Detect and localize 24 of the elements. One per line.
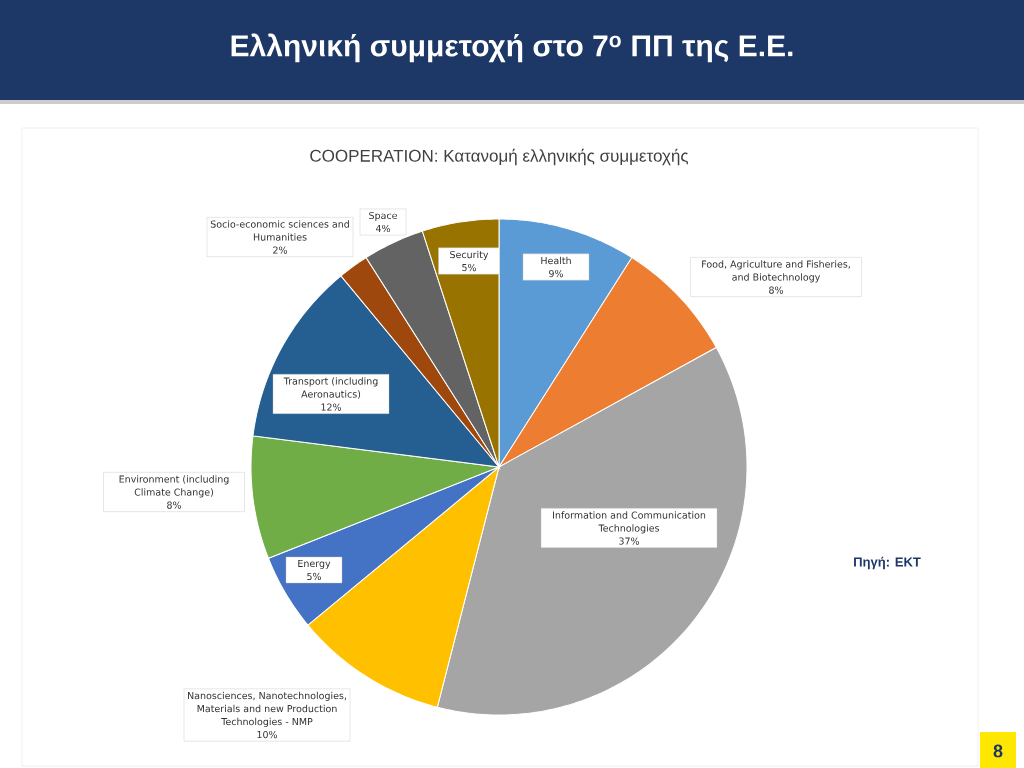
slice-label: Space — [369, 211, 397, 221]
slice-label: Food, Agriculture and Fisheries, and Biotechnology — [702, 260, 850, 283]
data-label: 12% — [321, 403, 342, 411]
data-label: 2% — [273, 246, 288, 254]
slice-label: Health — [541, 256, 571, 265]
chart-title: Ελληνική συμμετοχή στο 7$^{o}$ ΠΠ της Ε.Ε. — [231, 33, 793, 63]
slice-label: Transport (including Aeronautics) — [283, 377, 378, 399]
data-label: 9% — [549, 269, 564, 278]
data-label: 10% — [257, 730, 278, 739]
slice-label: Environment (including Climate Change) — [119, 475, 229, 498]
data-label: 8% — [769, 286, 784, 294]
slice-label: Socio-economic sciences and Humanities — [210, 220, 349, 241]
data-label: 37% — [619, 537, 640, 545]
data-label: 4% — [375, 224, 391, 233]
slice-label: Information and Communication Technologies — [553, 511, 706, 534]
text: 8 — [993, 744, 1003, 758]
data-label: 8% — [167, 501, 182, 509]
chart-subtitle: COOPERATION: Κατανομή ελληνικής συμμετοχής — [310, 148, 689, 166]
slice-label: Security — [450, 250, 489, 261]
text: Πηγή: ΕΚΤ — [854, 556, 921, 570]
slice-label: Nanosciences, Nanotechnologies, Materials and new Production Technologies - NMP — [188, 691, 347, 728]
slice-label: Energy — [298, 559, 331, 569]
data-label: 5% — [462, 263, 477, 272]
data-label: 5% — [307, 572, 322, 581]
